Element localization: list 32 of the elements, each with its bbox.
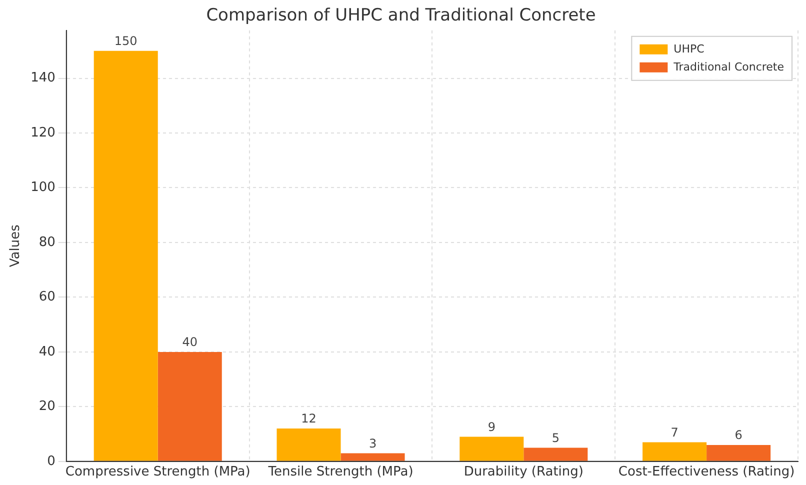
chart-title: Comparison of UHPC and Traditional Concrete — [206, 6, 596, 26]
bar — [706, 444, 771, 461]
y-tick-label: 0 — [47, 454, 56, 469]
bar — [158, 352, 222, 461]
y-tick-label: 80 — [38, 234, 56, 250]
y-tick-label: 120 — [30, 125, 56, 140]
bar — [524, 448, 588, 461]
data-label: 9 — [488, 420, 496, 434]
bar — [460, 436, 524, 461]
data-label: 40 — [182, 335, 198, 350]
y-tick-label: 40 — [38, 344, 56, 360]
y-tick-label: 100 — [30, 180, 56, 196]
legend-label: Traditional Concrete — [672, 60, 784, 74]
bar — [94, 50, 158, 461]
x-tick-label: Durability (Rating) — [464, 464, 584, 480]
y-tick-label: 20 — [38, 399, 56, 414]
y-tick-label: 140 — [30, 70, 56, 86]
y-axis-title: Values — [8, 224, 24, 268]
bar — [276, 428, 341, 461]
x-tick-label: Tensile Strength (MPa) — [267, 464, 414, 480]
data-label: 5 — [552, 430, 560, 445]
y-tick-label: 60 — [38, 290, 56, 305]
legend-label: UHPC — [674, 42, 705, 56]
x-tick-label: Cost-Effectiveness (Rating) — [618, 464, 795, 480]
bar — [340, 453, 405, 461]
data-label: 7 — [670, 425, 678, 440]
bar — [642, 442, 707, 461]
x-tick-label: Compressive Strength (MPa) — [65, 464, 250, 480]
data-label: 12 — [301, 412, 316, 426]
data-label: 150 — [114, 34, 138, 48]
data-label: 6 — [734, 428, 742, 442]
data-label: 3 — [368, 436, 377, 450]
